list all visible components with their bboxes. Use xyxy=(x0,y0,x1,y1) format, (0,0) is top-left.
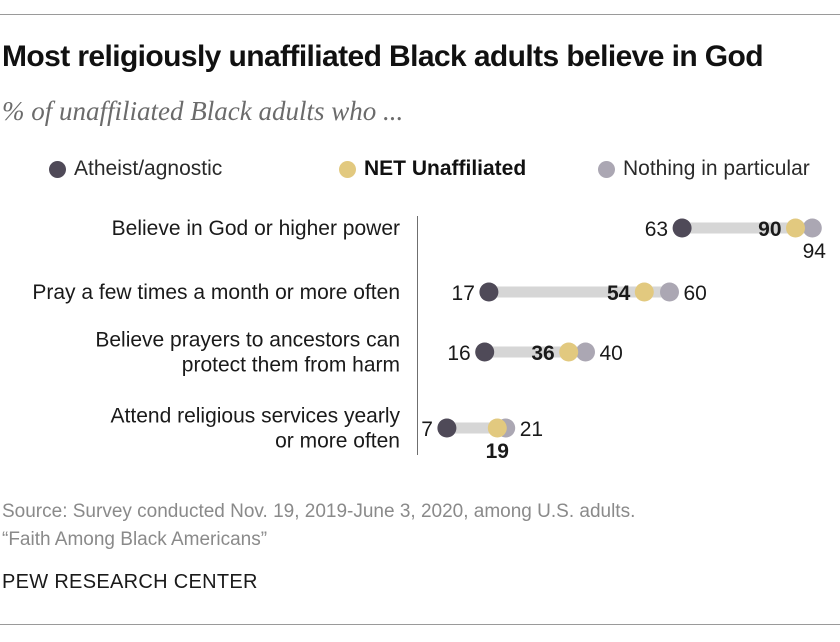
value-net-3: 19 xyxy=(486,440,509,463)
value-nothing-3: 21 xyxy=(520,418,543,441)
source-line-1: Source: Survey conducted Nov. 19, 2019-J… xyxy=(2,501,636,522)
dot-nothing-0 xyxy=(802,218,822,238)
value-net-2: 36 xyxy=(531,342,554,365)
category-label-2-0: Believe prayers to ancestors can xyxy=(95,329,400,352)
dot-nothing-2 xyxy=(576,342,595,362)
dot-net-3 xyxy=(487,418,507,438)
legend-swatch-nothing xyxy=(598,160,615,178)
value-nothing-1: 60 xyxy=(684,282,707,305)
value-net-1: 54 xyxy=(607,282,631,305)
value-atheist-2: 16 xyxy=(447,342,470,365)
dot-nothing-1 xyxy=(660,282,679,302)
dot-atheist-2 xyxy=(475,342,495,362)
dot-net-1 xyxy=(634,282,654,302)
value-net-0: 90 xyxy=(758,218,781,241)
value-atheist-1: 17 xyxy=(452,282,475,305)
chart-title: Most religiously unaffiliated Black adul… xyxy=(2,40,764,73)
bottom-rule xyxy=(0,624,840,625)
category-label-3-1: or more often xyxy=(275,430,400,453)
chart-subtitle: % of unaffiliated Black adults who ... xyxy=(2,96,404,126)
legend-label-net-unaffiliated: NET Unaffiliated xyxy=(364,157,527,180)
dot-atheist-3 xyxy=(437,418,457,438)
legend-swatch-net-unaffiliated xyxy=(339,160,356,178)
branding: PEW RESEARCH CENTER xyxy=(2,571,258,593)
dot-plot: Believe in God or higher power 63 90 94 Pray… xyxy=(32,216,827,463)
value-atheist-0: 63 xyxy=(645,218,668,241)
legend-item-nothing: Nothing in particular xyxy=(598,152,810,186)
source-note: Source: Survey conducted Nov. 19, 2019-J… xyxy=(2,498,635,554)
legend-item-atheist: Atheist/agnostic xyxy=(49,152,222,186)
value-atheist-3: 7 xyxy=(421,418,433,441)
category-label-3-0: Attend religious services yearly xyxy=(111,405,401,428)
dot-net-0 xyxy=(786,218,805,238)
category-label-0-0: Believe in God or higher power xyxy=(112,217,400,240)
value-nothing-0: 94 xyxy=(803,240,827,263)
dot-atheist-1 xyxy=(479,282,499,302)
legend-label-nothing: Nothing in particular xyxy=(623,157,810,180)
category-label-2-1: protect them from harm xyxy=(182,354,400,377)
legend-label-atheist: Atheist/agnostic xyxy=(74,157,223,180)
dot-atheist-0 xyxy=(672,218,692,238)
category-label-1-0: Pray a few times a month or more often xyxy=(32,281,400,304)
top-rule xyxy=(0,14,840,15)
legend-item-net-unaffiliated: NET Unaffiliated xyxy=(339,152,526,186)
legend-swatch-atheist xyxy=(49,160,66,178)
value-nothing-2: 40 xyxy=(600,342,623,365)
source-line-2: “Faith Among Black Americans” xyxy=(2,529,268,550)
dot-net-2 xyxy=(559,342,579,362)
legend: Atheist/agnostic NET Unaffiliated Nothin… xyxy=(0,152,840,186)
